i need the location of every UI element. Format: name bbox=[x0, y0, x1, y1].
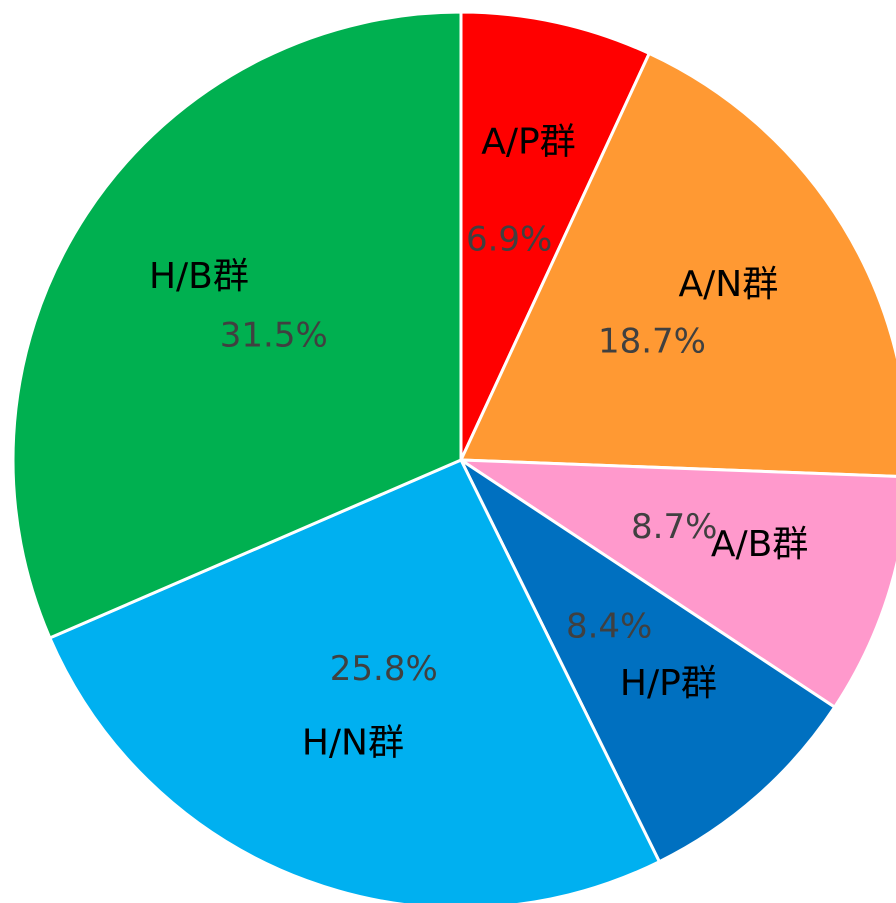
pie-slice bbox=[47, 458, 662, 903]
slice-label: H/B群 bbox=[149, 256, 249, 297]
pie-slice bbox=[457, 455, 837, 864]
slice-value-label: 18.7% bbox=[598, 321, 706, 361]
slice-label: H/P群 bbox=[620, 663, 717, 704]
slice-label: A/B群 bbox=[711, 524, 808, 565]
slice-value-label: 6.9% bbox=[466, 220, 552, 260]
pie-slice bbox=[458, 51, 896, 478]
slice-value-label: 25.8% bbox=[330, 649, 438, 689]
slice-label: A/N群 bbox=[679, 264, 779, 305]
slice-value-label: 8.4% bbox=[566, 607, 652, 647]
slice-label: H/N群 bbox=[302, 722, 404, 763]
pie-slice bbox=[459, 10, 652, 461]
pie-slice bbox=[455, 458, 896, 710]
slice-label: A/P群 bbox=[481, 122, 575, 163]
slice-value-label: 8.7% bbox=[631, 507, 717, 547]
pie-slice bbox=[11, 10, 463, 640]
slice-value-label: 31.5% bbox=[220, 316, 328, 356]
